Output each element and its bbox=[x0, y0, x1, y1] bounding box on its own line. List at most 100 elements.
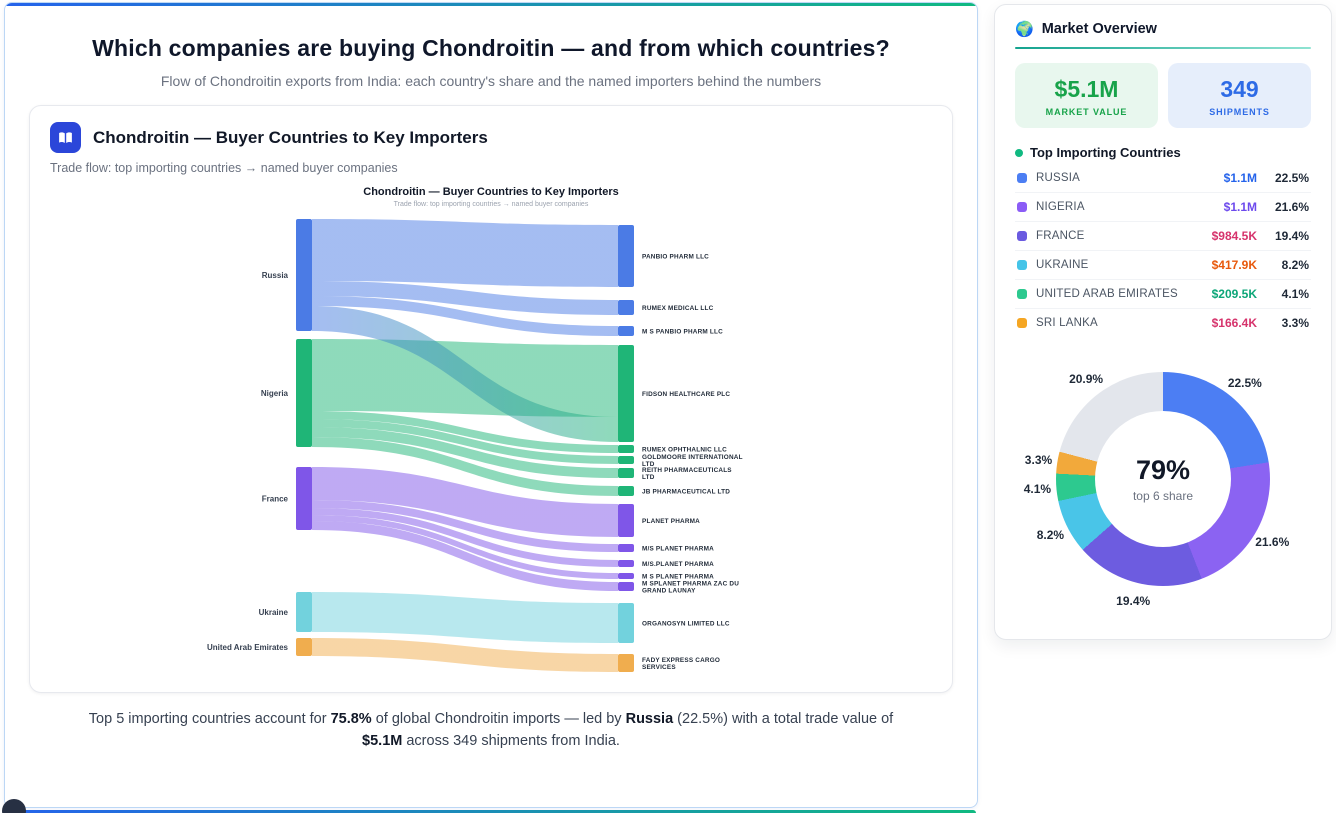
sankey-importer-label: RUMEX OPHTHALNIC LLC bbox=[642, 446, 727, 453]
sankey-node-importer bbox=[618, 326, 634, 336]
list-dot-icon bbox=[1015, 148, 1023, 157]
sankey-node-importer bbox=[618, 486, 634, 496]
summary-text: Top 5 importing countries account for bbox=[88, 711, 331, 727]
country-pct: 21.6% bbox=[1274, 200, 1309, 214]
list-title: Top Importing Countries bbox=[1030, 145, 1181, 160]
country-bullet bbox=[1017, 231, 1027, 241]
sankey-link bbox=[312, 296, 618, 336]
sankey-node-country bbox=[296, 638, 312, 656]
country-pct: 8.2% bbox=[1281, 258, 1309, 272]
sankey-link bbox=[312, 219, 618, 287]
top-accent-bar bbox=[5, 3, 977, 6]
donut-label: 3.3% bbox=[1024, 452, 1053, 467]
summary-text: (22.5%) with a total trade value of bbox=[673, 711, 894, 727]
donut-label: 21.6% bbox=[1255, 534, 1290, 549]
chart-card-header: Chondroitin — Buyer Countries to Key Imp… bbox=[50, 122, 932, 153]
sankey-importer-label: GOLDMOORE INTERNATIONAL LTD bbox=[642, 454, 743, 468]
page-subtitle: Flow of Chondroitin exports from India: … bbox=[160, 73, 822, 89]
stat-shipments: 349 SHIPMENTS bbox=[1168, 63, 1311, 128]
brand-dot bbox=[2, 799, 26, 813]
country-name: NIGERIA bbox=[1036, 201, 1085, 213]
country-list: RUSSIA $1.1M 22.5% NIGERIA $1.1M 21.6% FRANCE $… bbox=[1015, 164, 1311, 337]
globe-icon: 🌍 bbox=[1015, 20, 1034, 38]
country-name: FRANCE bbox=[1036, 230, 1085, 242]
summary-note: Top 5 importing countries account for 75… bbox=[41, 709, 941, 753]
sankey-importer-label: M/S.PLANET PHARMA bbox=[642, 561, 714, 568]
panel-title: Market Overview bbox=[1041, 21, 1157, 37]
country-row: RUSSIA $1.1M 22.5% bbox=[1015, 164, 1311, 193]
sankey-importer-label: JB PHARMACEUTICAL LTD bbox=[642, 488, 730, 495]
country-name: RUSSIA bbox=[1036, 172, 1081, 184]
sankey-node-country bbox=[296, 219, 312, 331]
sankey-link bbox=[312, 521, 618, 591]
donut-label: 22.5% bbox=[1227, 376, 1262, 391]
sankey-country-label: Russia bbox=[262, 271, 289, 280]
stat-shipments-label: SHIPMENTS bbox=[1209, 107, 1270, 117]
donut-label: 8.2% bbox=[1036, 528, 1065, 543]
book-icon bbox=[50, 122, 81, 153]
sankey-node-importer bbox=[618, 300, 634, 315]
country-bullet bbox=[1017, 173, 1027, 183]
donut-center-value: 79% bbox=[1135, 455, 1191, 485]
sankey-importer-label: REITH PHARMACEUTICALS LTD bbox=[642, 467, 732, 481]
main-report-card: Which companies are buying Chondroitin —… bbox=[4, 2, 978, 808]
sankey-link bbox=[312, 515, 618, 579]
sankey-link bbox=[312, 306, 618, 442]
sankey-importer-label: FADY EXPRESS CARGO SERVICES bbox=[642, 657, 720, 671]
market-overview-panel: 🌍 Market Overview $5.1M MARKET VALUE 349… bbox=[994, 4, 1332, 640]
sankey-link bbox=[312, 437, 618, 496]
sankey-country-label: France bbox=[262, 494, 289, 503]
sankey-node-importer bbox=[618, 544, 634, 552]
sankey-node-importer bbox=[618, 345, 634, 442]
sankey-link bbox=[312, 500, 618, 552]
sankey-link bbox=[312, 508, 618, 567]
chart-card-title: Chondroitin — Buyer Countries to Key Imp… bbox=[93, 127, 488, 147]
sankey-node-country bbox=[296, 467, 312, 530]
country-pct: 4.1% bbox=[1281, 287, 1309, 301]
country-name: SRI LANKA bbox=[1036, 317, 1098, 329]
country-value: $1.1M bbox=[1223, 171, 1257, 185]
sankey-node-importer bbox=[618, 456, 634, 464]
country-value: $1.1M bbox=[1223, 200, 1257, 214]
sankey-importer-label: M/S PLANET PHARMA bbox=[642, 545, 714, 552]
sankey-node-importer bbox=[618, 560, 634, 567]
country-value: $984.5K bbox=[1211, 229, 1257, 243]
country-row: NIGERIA $1.1M 21.6% bbox=[1015, 193, 1311, 222]
sankey-importer-label: PANBIO PHARM LLC bbox=[642, 253, 709, 260]
sankey-importer-label: M S PANBIO PHARM LLC bbox=[642, 328, 723, 335]
sankey-node-importer bbox=[618, 582, 634, 591]
sankey-title: Chondroitin — Buyer Countries to Key Imp… bbox=[363, 186, 618, 198]
summary-text: across 349 shipments from India. bbox=[402, 732, 620, 749]
sankey-node-country bbox=[296, 339, 312, 447]
sankey-node-importer bbox=[618, 654, 634, 672]
country-value: $417.9K bbox=[1211, 258, 1257, 272]
chart-card-subtitle: Trade flow: top importing countries → na… bbox=[50, 161, 398, 175]
country-row: UNITED ARAB EMIRATES $209.5K 4.1% bbox=[1015, 280, 1311, 309]
sankey-link bbox=[312, 427, 618, 478]
sankey-link bbox=[312, 419, 618, 464]
panel-underline bbox=[1015, 47, 1311, 49]
stat-market-value-number: $5.1M bbox=[1054, 76, 1119, 102]
list-title-row: Top Importing Countries bbox=[1015, 145, 1311, 160]
stat-market-value-label: MARKET VALUE bbox=[1045, 107, 1128, 117]
donut-label: 20.9% bbox=[1069, 372, 1104, 387]
donut-chart: 79% top 6 share 22.5% 21.6% 19.4% 8.2% 4.1% 3… bbox=[1015, 351, 1311, 623]
donut-label: 4.1% bbox=[1023, 481, 1052, 496]
donut-label: 19.4% bbox=[1116, 594, 1151, 609]
country-row: FRANCE $984.5K 19.4% bbox=[1015, 222, 1311, 251]
sankey-country-label: Nigeria bbox=[261, 389, 289, 398]
sankey-importer-label: M S PLANET PHARMA bbox=[642, 573, 714, 580]
sankey-diagram: Russia Nigeria France Ukraine United Arab Em… bbox=[207, 186, 743, 672]
sankey-importer-label: RUMEX MEDICAL LLC bbox=[642, 305, 714, 312]
sankey-link bbox=[312, 411, 618, 453]
sankey-country-label: United Arab Emirates bbox=[207, 643, 289, 652]
summary-value: $5.1M bbox=[362, 732, 403, 749]
sankey-link bbox=[312, 638, 618, 672]
sankey-node-importer bbox=[618, 504, 634, 537]
sankey-importer-label: FIDSON HEALTHCARE PLC bbox=[642, 391, 730, 398]
sankey-node-importer bbox=[618, 603, 634, 643]
sankey-importer-label: M SPLANET PHARMA ZAC DU GRAND LAUNAY bbox=[642, 580, 739, 594]
summary-pct: 75.8% bbox=[330, 711, 372, 727]
country-pct: 19.4% bbox=[1274, 229, 1309, 243]
country-bullet bbox=[1017, 260, 1027, 270]
